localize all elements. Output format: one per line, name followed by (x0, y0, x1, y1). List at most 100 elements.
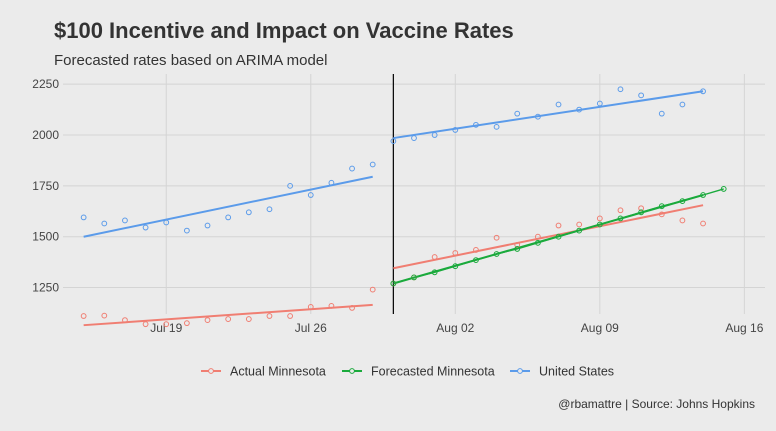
united-states-point (555, 101, 562, 108)
united-states-point (473, 121, 479, 128)
forecasted-minnesota-point (617, 215, 624, 222)
y-tick-label: 1500 (32, 230, 59, 244)
actual-minnesota-point (493, 234, 500, 241)
data-points (80, 86, 727, 328)
x-tick-label: Aug 16 (725, 321, 763, 335)
actual-minnesota-point (617, 207, 624, 214)
actual-minnesota-point (638, 205, 645, 212)
united-states-point (679, 101, 686, 108)
actual-minnesota-point (142, 321, 149, 328)
actual-minnesota-point (514, 241, 521, 248)
x-tick-label: Jul 19 (150, 321, 182, 335)
united-states-point (638, 92, 645, 99)
forecasted-minnesota-point (431, 269, 438, 276)
actual-minnesota-point (287, 313, 294, 319)
united-states-point (390, 138, 397, 145)
forecasted-minnesota-point (493, 251, 500, 257)
forecasted-minnesota-point (411, 274, 417, 281)
united-states-point (411, 135, 417, 141)
forecasted-minnesota-point (679, 198, 686, 205)
actual-minnesota-trend-line (393, 204, 704, 270)
united-states-point (349, 165, 355, 172)
actual-minnesota-trend-line (83, 303, 373, 327)
actual-minnesota-point (576, 221, 583, 228)
united-states-point (452, 127, 459, 133)
actual-minnesota-point (204, 317, 211, 324)
actual-minnesota-point (225, 316, 232, 322)
x-tick-label: Jul 26 (295, 321, 327, 335)
y-tick-label: 1750 (32, 179, 59, 193)
y-tick-label: 2000 (32, 128, 59, 142)
united-states-point (101, 220, 108, 227)
united-states-point (431, 132, 438, 138)
united-states-point (658, 110, 665, 117)
united-states-point (576, 106, 583, 113)
actual-minnesota-legend-key-point (208, 368, 214, 374)
united-states-point (617, 86, 624, 93)
y-tick-label: 2250 (32, 77, 59, 91)
actual-minnesota-point (596, 215, 603, 222)
united-states-point (493, 123, 500, 130)
legend: Actual Minnesota Forecasted Minnesota Unit… (201, 365, 614, 379)
united-states-trend-line (393, 90, 704, 140)
actual-minnesota-point (431, 254, 438, 260)
chart-caption: @rbamattre | Source: Johns Hopkins (558, 397, 755, 411)
forecasted-minnesota-point (596, 221, 603, 228)
forecasted-minnesota-point (452, 263, 459, 270)
forecasted-minnesota-legend-label: Forecasted Minnesota (371, 365, 495, 379)
united-states-point (700, 88, 706, 95)
actual-minnesota-point (369, 286, 376, 293)
forecasted-minnesota-point (514, 246, 521, 252)
united-states-point (204, 222, 211, 229)
actual-minnesota-point (534, 233, 541, 240)
actual-minnesota-point (658, 211, 665, 218)
united-states-point (596, 100, 603, 107)
forecasted-minnesota-line (393, 188, 724, 285)
actual-minnesota-point (183, 320, 190, 327)
united-states-point (142, 224, 149, 231)
united-states-point (245, 209, 252, 216)
actual-minnesota-point (679, 217, 686, 224)
actual-minnesota-legend-label: Actual Minnesota (230, 365, 326, 379)
forecasted-minnesota-point (390, 280, 397, 287)
united-states-legend-label: United States (539, 365, 614, 379)
actual-minnesota-point (266, 313, 273, 319)
united-states-point (369, 161, 376, 168)
forecasted-minnesota-point (658, 203, 665, 210)
actual-minnesota-point (101, 312, 108, 319)
actual-minnesota-point (80, 313, 87, 319)
forecasted-minnesota-point (555, 233, 562, 240)
united-states-point (307, 192, 314, 198)
united-states-point (266, 206, 273, 213)
actual-minnesota-point (700, 220, 706, 227)
actual-minnesota-point (307, 303, 314, 310)
united-states-point (80, 214, 87, 221)
united-states-point (328, 179, 335, 186)
actual-minnesota-point (328, 302, 335, 309)
united-states-point (287, 182, 294, 189)
united-states-legend-key-point (517, 368, 523, 374)
forecasted-minnesota-point (576, 227, 583, 234)
actual-minnesota-point (349, 304, 355, 311)
actual-minnesota-point (163, 321, 170, 328)
forecasted-minnesota-point (473, 257, 479, 264)
chart-subtitle: Forecasted rates based on ARIMA model (54, 52, 327, 69)
united-states-point (514, 110, 521, 117)
forecasted-minnesota-point (700, 192, 706, 198)
actual-minnesota-point (122, 317, 128, 324)
x-tick-label: Aug 02 (436, 321, 474, 335)
united-states-point (122, 217, 128, 224)
forecasted-minnesota-point (534, 239, 541, 246)
united-states-point (225, 214, 232, 221)
united-states-trend-line (83, 175, 373, 238)
united-states-point (183, 227, 190, 234)
forecasted-minnesota-point (638, 209, 645, 216)
actual-minnesota-point (452, 250, 459, 256)
forecasted-minnesota-point (720, 186, 727, 192)
chart-title: $100 Incentive and Impact on Vaccine Rat… (54, 18, 514, 43)
united-states-point (163, 219, 170, 226)
actual-minnesota-point (555, 222, 562, 229)
grid (63, 74, 765, 314)
trend-lines (83, 90, 724, 327)
